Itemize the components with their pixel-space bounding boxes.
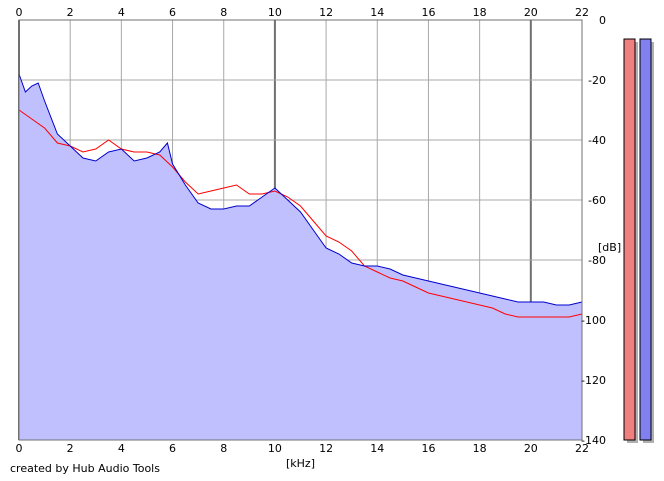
x-tick-label-bottom: 22 xyxy=(575,442,589,455)
level-meter-bar xyxy=(623,38,636,441)
x-tick-label-bottom: 18 xyxy=(473,442,487,455)
y-tick-label: -120 xyxy=(581,374,606,387)
plot-frame xyxy=(18,19,583,441)
x-tick-label-bottom: 2 xyxy=(67,442,74,455)
x-tick-label-top: 22 xyxy=(575,6,589,19)
level-meter-bar xyxy=(639,38,652,441)
series-blue-line xyxy=(18,73,583,306)
level-meters xyxy=(623,38,654,443)
x-tick-label-bottom: 4 xyxy=(118,442,125,455)
y-tick-label: -40 xyxy=(588,134,606,147)
x-tick-label-bottom: 12 xyxy=(319,442,333,455)
spectrum-area-fill xyxy=(19,74,582,440)
x-tick-label-bottom: 20 xyxy=(524,442,538,455)
x-tick-label-top: 18 xyxy=(473,6,487,19)
y-tick-label: -80 xyxy=(588,254,606,267)
x-tick-label-top: 16 xyxy=(421,6,435,19)
credit-text: created by Hub Audio Tools xyxy=(10,462,160,475)
x-tick-label-top: 2 xyxy=(67,6,74,19)
x-tick-label-bottom: 10 xyxy=(268,442,282,455)
y-tick-label: -20 xyxy=(588,74,606,87)
x-tick-label-bottom: 14 xyxy=(370,442,384,455)
x-tick-label-top: 6 xyxy=(169,6,176,19)
x-tick-label-bottom: 16 xyxy=(421,442,435,455)
x-tick-label-top: 20 xyxy=(524,6,538,19)
y-axis-label: [dB] xyxy=(598,241,621,254)
y-tick-labels: 0 -20 -40 -60 -80 -100 -120 -140 xyxy=(581,14,606,447)
x-tick-label-top: 12 xyxy=(319,6,333,19)
y-tick-label: -100 xyxy=(581,314,606,327)
x-tick-label-top: 10 xyxy=(268,6,282,19)
y-tick-label: -140 xyxy=(581,434,606,447)
x-axis-label: [kHz] xyxy=(286,457,315,470)
x-tick-labels-top: 0 2 4 6 8 10 12 14 16 18 20 22 xyxy=(16,6,590,19)
x-tick-label-top: 14 xyxy=(370,6,384,19)
y-tick-label: 0 xyxy=(599,14,606,27)
x-tick-label-top: 4 xyxy=(118,6,125,19)
series-red-line xyxy=(18,109,583,318)
x-tick-label-bottom: 0 xyxy=(16,442,23,455)
x-tick-label-top: 0 xyxy=(16,6,23,19)
x-tick-labels-bottom: 0 2 4 6 8 10 12 14 16 18 20 22 xyxy=(16,442,590,455)
x-tick-label-bottom: 6 xyxy=(169,442,176,455)
x-tick-label-bottom: 8 xyxy=(220,442,227,455)
y-tick-label: -60 xyxy=(588,194,606,207)
x-tick-label-top: 8 xyxy=(220,6,227,19)
